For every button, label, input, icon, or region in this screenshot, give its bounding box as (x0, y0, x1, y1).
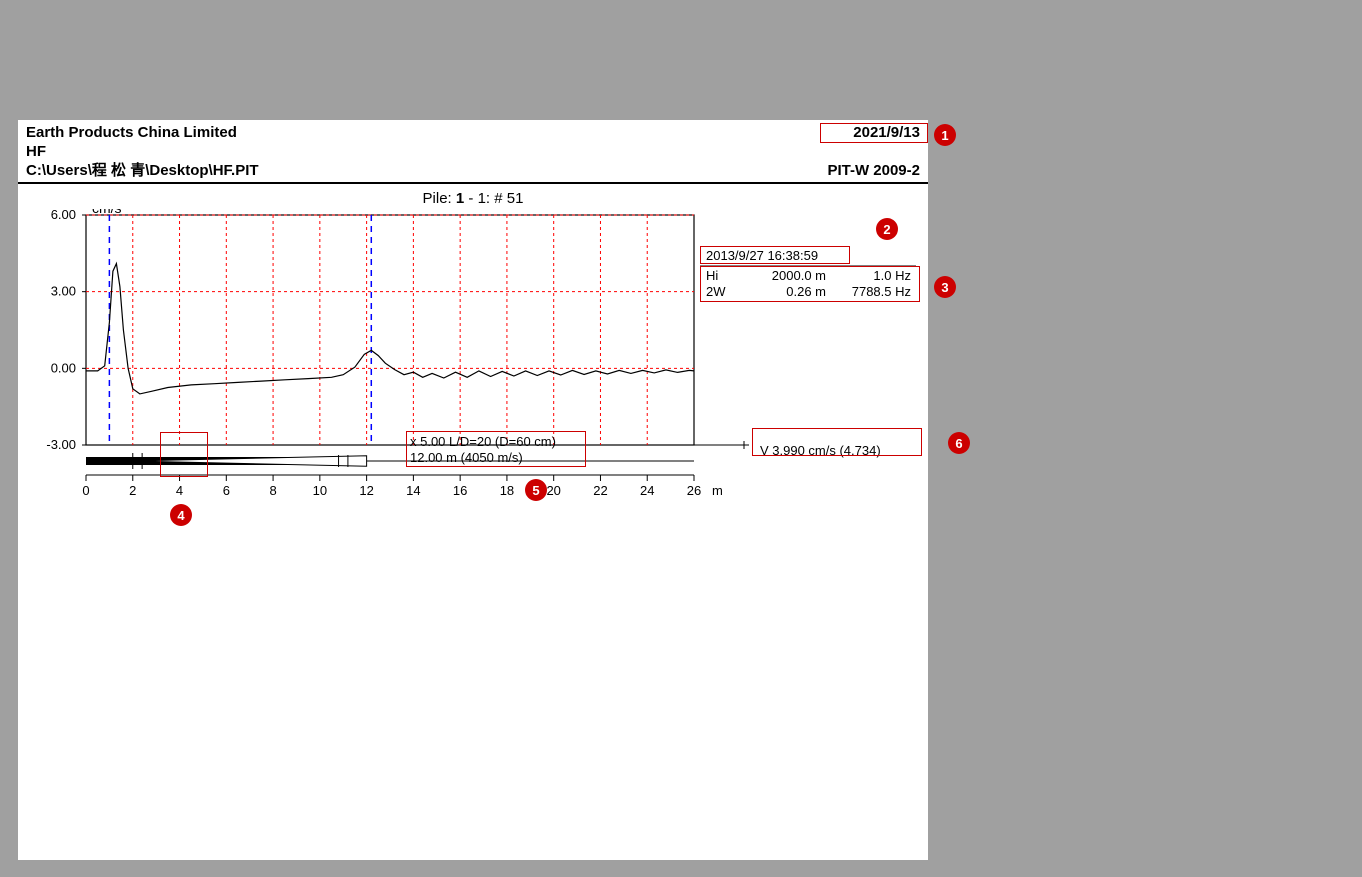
svg-text:24: 24 (640, 483, 654, 498)
svg-text:0.26 m: 0.26 m (786, 284, 826, 299)
svg-text:Hi: Hi (706, 268, 718, 283)
file-path: C:\Users\程 松 青\Desktop\HF.PIT (26, 162, 259, 181)
software-version: PIT-W 2009-2 (827, 162, 920, 181)
svg-text:3.00: 3.00 (51, 284, 76, 299)
svg-text:12.00 m (4050 m/s): 12.00 m (4050 m/s) (410, 450, 523, 465)
svg-text:8: 8 (269, 483, 276, 498)
chart-title: Pile: 1 - 1: # 51 (26, 190, 920, 207)
svg-text:2W: 2W (706, 284, 726, 299)
svg-text:26: 26 (687, 483, 701, 498)
svg-text:4: 4 (176, 483, 183, 498)
svg-text:2: 2 (129, 483, 136, 498)
svg-text:6: 6 (223, 483, 230, 498)
svg-text:m: m (712, 483, 723, 498)
svg-text:2000.0 m: 2000.0 m (772, 268, 826, 283)
annotation-callout-1: 1 (934, 124, 956, 146)
chart-title-bold: 1 (456, 190, 464, 207)
svg-text:16: 16 (453, 483, 467, 498)
svg-text:x 5.00 L/D=20 (D=60 cm): x 5.00 L/D=20 (D=60 cm) (410, 434, 556, 449)
annotation-callout-2: 2 (876, 218, 898, 240)
svg-text:7788.5 Hz: 7788.5 Hz (852, 284, 911, 299)
svg-text:0.00: 0.00 (51, 361, 76, 376)
project-code: HF (26, 143, 46, 162)
svg-text:20: 20 (546, 483, 560, 498)
chart-area: Pile: 1 - 1: # 51 6.00 3.00 0.00 -3.00 cm/s 0… (18, 184, 928, 615)
svg-text:cm/s: cm/s (92, 209, 122, 216)
annotation-callout-6: 6 (948, 432, 970, 454)
chart-title-suffix: - 1: # 51 (464, 190, 523, 207)
svg-text:18: 18 (500, 483, 514, 498)
svg-text:2013/9/27 16:38:59: 2013/9/27 16:38:59 (706, 248, 818, 263)
chart-title-prefix: Pile: (423, 190, 456, 207)
annotation-callout-4: 4 (170, 504, 192, 526)
svg-text:12: 12 (359, 483, 373, 498)
annotation-callout-5: 5 (525, 479, 547, 501)
velocity-chart: 6.003.000.00-3.00cm/s0246810121416182022… (26, 209, 926, 609)
svg-text:14: 14 (406, 483, 420, 498)
svg-text:1.0 Hz: 1.0 Hz (873, 268, 911, 283)
svg-text:10: 10 (313, 483, 327, 498)
svg-text:6.00: 6.00 (51, 209, 76, 222)
report-header: Earth Products China Limited 2021/9/13 H… (18, 120, 928, 184)
svg-text:-3.00: -3.00 (46, 437, 76, 452)
annotation-callout-3: 3 (934, 276, 956, 298)
svg-text:0: 0 (82, 483, 89, 498)
company-name: Earth Products China Limited (26, 124, 237, 143)
svg-text:V 3.990 cm/s (4.734): V 3.990 cm/s (4.734) (760, 443, 881, 458)
report-page: Earth Products China Limited 2021/9/13 H… (18, 120, 928, 860)
svg-text:22: 22 (593, 483, 607, 498)
report-date: 2021/9/13 (853, 124, 920, 143)
